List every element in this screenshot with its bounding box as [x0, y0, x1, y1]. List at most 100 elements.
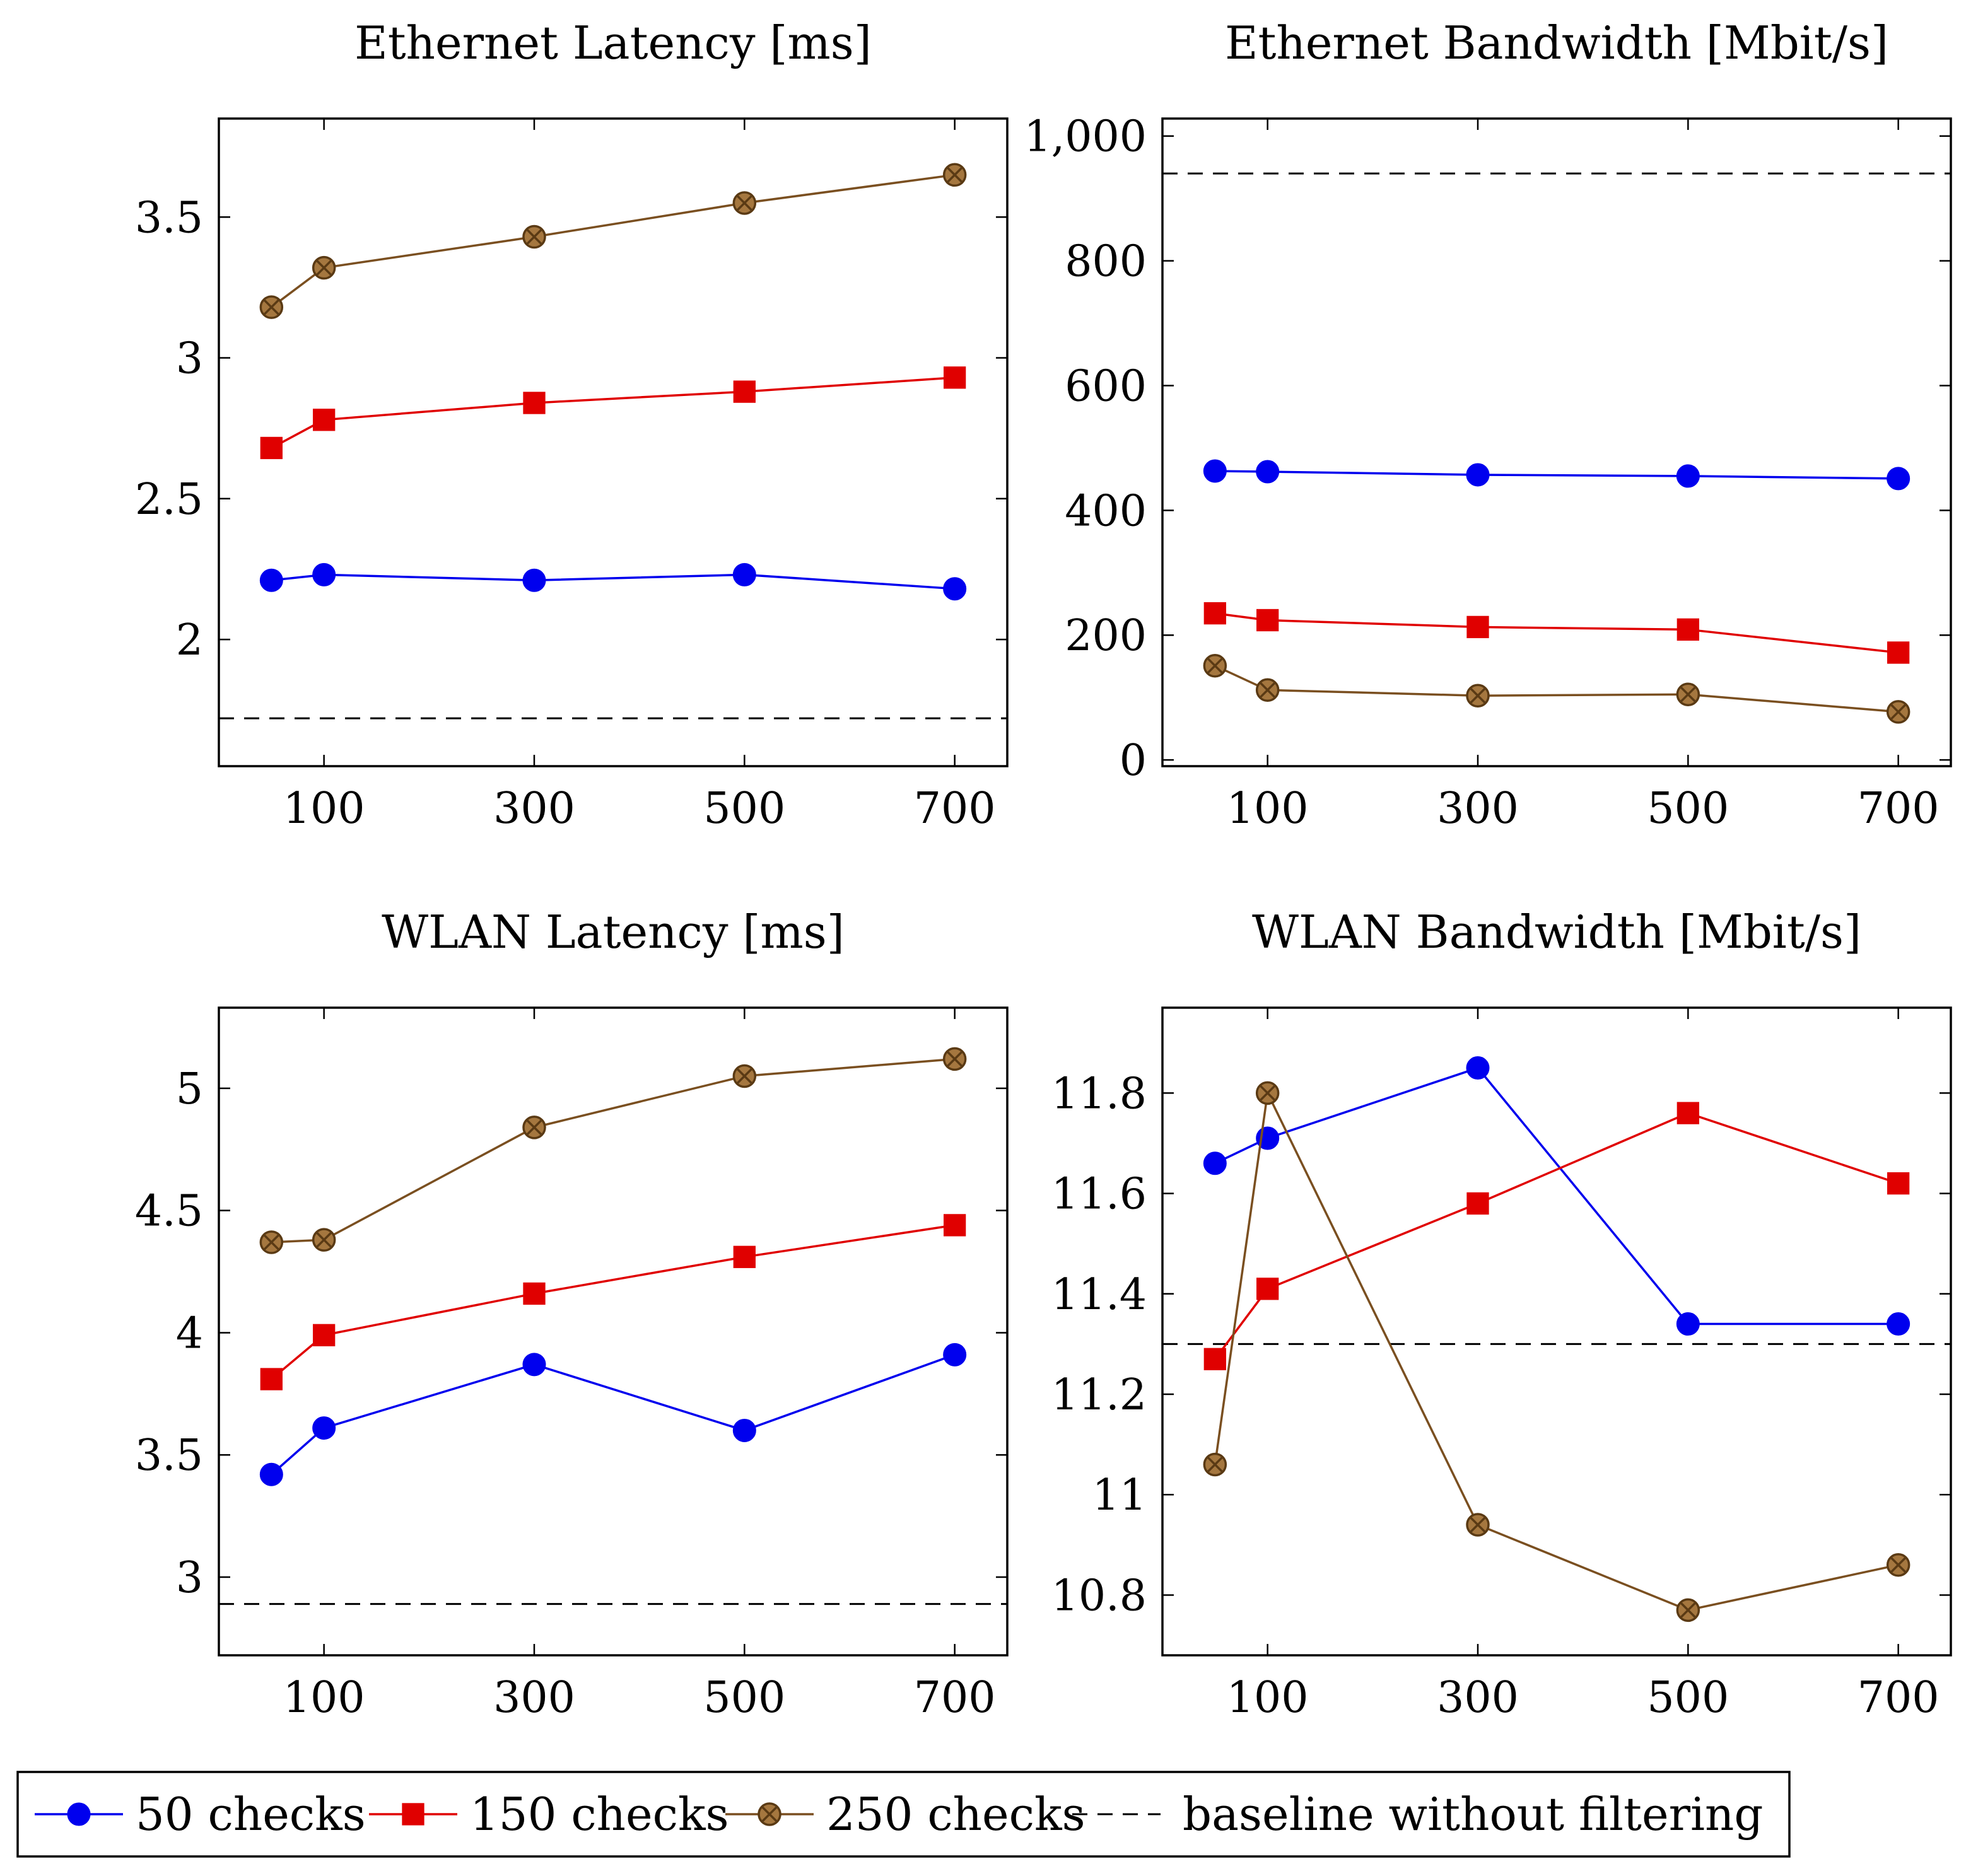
series-s250 [259, 163, 967, 319]
data-point [1676, 1312, 1700, 1336]
data-point [942, 163, 967, 187]
data-point [1466, 1513, 1490, 1537]
axes-frame [218, 117, 1009, 767]
legend-label: 150 checks [470, 1788, 729, 1841]
y-tick-label: 0 [1120, 736, 1147, 786]
series-line [271, 1057, 955, 1244]
y-tick-label: 3 [176, 334, 203, 384]
data-point [522, 568, 546, 592]
x-tick-label: 700 [914, 1673, 996, 1723]
y-tick-label: 200 [1065, 611, 1147, 661]
data-point [312, 562, 336, 586]
x-tick-label: 700 [914, 784, 996, 834]
data-point [1466, 1192, 1489, 1215]
y-tick-label: 11.4 [1051, 1270, 1147, 1320]
data-point [1255, 678, 1280, 702]
legend: 50 checks 150 checks 250 checks baseline wi… [16, 1771, 1791, 1858]
data-point [1255, 1081, 1280, 1105]
y-tick-label: 3.5 [135, 193, 203, 243]
data-point [312, 255, 336, 280]
x-tick-label: 300 [493, 1673, 575, 1723]
series-line [271, 173, 955, 308]
legend-entry-s50: 50 checks [35, 1788, 366, 1841]
chart-panel-4: WLAN Bandwidth [Mbit/s] 100 300 500 700 10.8 1… [1051, 906, 1952, 1723]
data-point [1466, 463, 1490, 487]
data-point [1256, 460, 1280, 484]
y-tick-label: 400 [1065, 486, 1147, 536]
data-point [522, 224, 546, 249]
y-tick-label: 4 [176, 1308, 203, 1358]
data-point [943, 577, 967, 601]
data-point [1887, 1312, 1910, 1336]
axes-frame [218, 1006, 1009, 1657]
series-line [271, 376, 955, 449]
series-line [271, 1224, 955, 1380]
data-point [1203, 1452, 1227, 1477]
series-line [1214, 665, 1899, 713]
series-line [271, 573, 955, 590]
data-point [732, 562, 756, 586]
series-s250 [259, 1047, 967, 1254]
x-tick-label: 300 [1437, 1673, 1519, 1723]
chart-panel-1: Ethernet Latency [ms] 100 300 500 700 2 2.5 3 3.… [135, 16, 1009, 834]
data-point [1676, 618, 1699, 641]
x-tick-label: 100 [283, 1673, 365, 1723]
data-point [313, 1324, 336, 1346]
legend-entry-s250: 250 checks [725, 1788, 1085, 1841]
data-point [1466, 1056, 1490, 1080]
data-point [523, 1282, 546, 1305]
data-point [942, 1047, 967, 1071]
data-point [1466, 615, 1489, 639]
axes-frame [1161, 117, 1952, 767]
data-point [259, 1462, 283, 1486]
series-s250 [1203, 653, 1910, 724]
data-point [312, 1228, 336, 1252]
series-line [1215, 470, 1899, 480]
data-point [732, 191, 757, 215]
chart-panel-2: Ethernet Bandwidth [Mbit/s] 100 300 500 700 0… [1024, 16, 1952, 834]
data-point [312, 1416, 336, 1440]
chart-panels: Ethernet Latency [ms] 100 300 500 700 2 2.5 3 3.… [135, 16, 1952, 1723]
x-tick-label: 100 [283, 784, 365, 834]
data-point [1676, 682, 1700, 706]
y-tick-label: 2 [176, 615, 203, 665]
data-point [1256, 609, 1279, 632]
data-point [259, 295, 284, 319]
data-point [523, 392, 546, 414]
data-point [1203, 602, 1226, 625]
data-point [1466, 684, 1490, 708]
data-point [1886, 700, 1910, 724]
legend-label: 250 checks [826, 1788, 1085, 1841]
data-point [522, 1353, 546, 1377]
series-line [271, 1353, 956, 1476]
series-s150 [1203, 1102, 1910, 1370]
data-point [1887, 467, 1910, 491]
legend-entry-s150: 150 checks [369, 1788, 729, 1841]
data-point [1676, 464, 1700, 488]
data-point [1203, 1151, 1227, 1175]
y-tick-label: 800 [1065, 237, 1147, 287]
chart-panel-3: WLAN Latency [ms] 100 300 500 700 3 3.5 4 4.5 5 [135, 906, 1009, 1723]
y-tick-label: 11 [1092, 1471, 1147, 1520]
y-tick-label: 1,000 [1024, 112, 1147, 162]
data-point [944, 366, 966, 389]
y-tick-label: 2.5 [135, 475, 203, 525]
chart-title: WLAN Bandwidth [Mbit/s] [1252, 906, 1861, 958]
legend-label: 50 checks [136, 1788, 366, 1841]
data-point [1676, 1102, 1699, 1124]
data-point [944, 1214, 966, 1237]
series-s50 [1203, 459, 1910, 491]
data-point [1203, 653, 1227, 678]
y-tick-label: 11.8 [1051, 1069, 1147, 1119]
axes-frame [1161, 1006, 1952, 1657]
series-s50 [259, 1343, 967, 1486]
data-point [1886, 1553, 1910, 1577]
data-point [1887, 1172, 1910, 1195]
data-point [733, 380, 756, 403]
data-point [1676, 1598, 1700, 1623]
series-s150 [260, 366, 966, 460]
x-tick-label: 100 [1227, 1673, 1309, 1723]
legend-entry-baseline: baseline without filtering [1072, 1788, 1764, 1841]
x-tick-label: 700 [1858, 1673, 1940, 1723]
chart-title: Ethernet Latency [ms] [354, 16, 872, 69]
